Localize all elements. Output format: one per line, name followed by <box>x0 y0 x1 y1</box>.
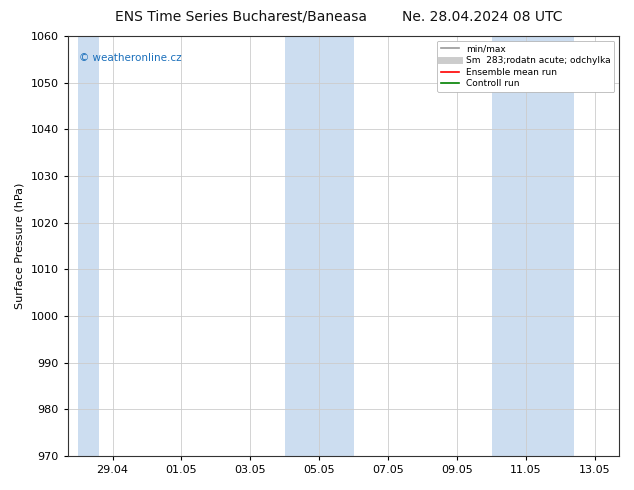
Bar <box>285 36 354 456</box>
Text: Ne. 28.04.2024 08 UTC: Ne. 28.04.2024 08 UTC <box>401 10 562 24</box>
Y-axis label: Surface Pressure (hPa): Surface Pressure (hPa) <box>15 183 25 309</box>
Bar <box>78 36 99 456</box>
Text: © weatheronline.cz: © weatheronline.cz <box>79 53 181 63</box>
Legend: min/max, Sm  283;rodatn acute; odchylka, Ensemble mean run, Controll run: min/max, Sm 283;rodatn acute; odchylka, … <box>437 41 614 92</box>
Bar <box>491 36 574 456</box>
Text: ENS Time Series Bucharest/Baneasa: ENS Time Series Bucharest/Baneasa <box>115 10 367 24</box>
